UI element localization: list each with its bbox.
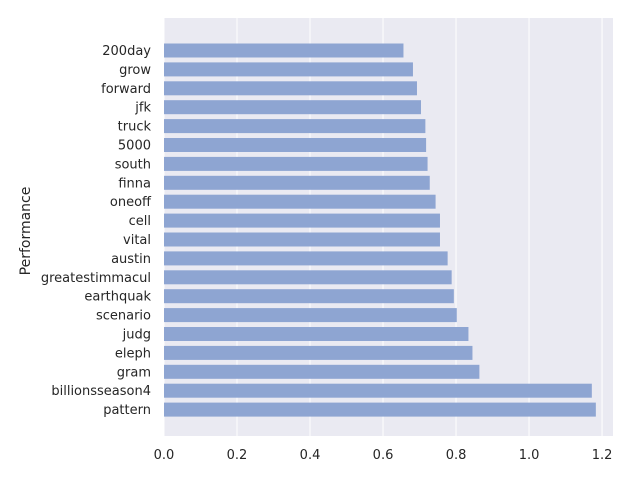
y-tick-label: truck [118, 120, 152, 135]
y-tick-label: gram [117, 365, 151, 380]
x-tick-label: 0.6 [373, 448, 394, 463]
bar-south [164, 156, 428, 171]
bars [164, 43, 596, 417]
y-tick-label: cell [129, 214, 151, 229]
bar-gram [164, 364, 480, 379]
x-tick-label: 0.8 [446, 448, 467, 463]
x-tick-label: 0.2 [227, 448, 248, 463]
y-tick-label: finna [118, 176, 151, 191]
x-tick-label: 0.4 [300, 448, 321, 463]
y-tick-label: oneoff [110, 195, 152, 210]
y-tick-label: earthquak [84, 290, 151, 305]
y-tick-label: south [115, 157, 151, 172]
bar-pattern [164, 402, 596, 417]
x-tick-label: 1.2 [592, 448, 613, 463]
y-tick-label: pattern [103, 403, 151, 418]
y-tick-label: greatestimmacul [41, 271, 151, 286]
y-tick-label: scenario [96, 309, 151, 324]
bar-jfk [164, 100, 421, 115]
bar-austin [164, 251, 448, 266]
bar-200day [164, 43, 404, 58]
bar-finna [164, 175, 430, 190]
bar-eleph [164, 345, 473, 360]
y-tick-label: vital [123, 233, 151, 248]
y-tick-label: eleph [115, 346, 151, 361]
x-tick-labels: 0.0 0.2 0.4 0.6 0.8 1.0 1.2 [154, 448, 613, 463]
x-tick-label: 0.0 [154, 448, 175, 463]
bar-oneoff [164, 194, 436, 209]
bar-judg [164, 327, 469, 341]
bar-scenario [164, 308, 457, 323]
y-tick-label: forward [101, 82, 151, 97]
y-tick-label: jfk [134, 101, 151, 116]
y-tick-label: grow [119, 63, 151, 78]
y-tick-label: austin [111, 252, 151, 267]
y-tick-label: 5000 [118, 139, 151, 154]
bar-grow [164, 62, 413, 77]
bar-vital [164, 232, 440, 247]
bar-earthquak [164, 289, 454, 304]
y-tick-label: billionsseason4 [51, 384, 151, 399]
x-tick-label: 1.0 [519, 448, 540, 463]
bar-greatestimmacul [164, 270, 452, 285]
bar-cell [164, 213, 440, 228]
bar-truck [164, 119, 426, 134]
y-tick-label: 200day [102, 44, 151, 59]
y-axis-label: Performance [18, 187, 34, 276]
y-tick-labels: 200day grow forward jfk truck 5000 south finna o… [41, 44, 152, 418]
bar-forward [164, 81, 417, 96]
bar-5000 [164, 138, 427, 152]
y-tick-label: judg [122, 328, 151, 343]
bar-billionsseason4 [164, 383, 592, 398]
